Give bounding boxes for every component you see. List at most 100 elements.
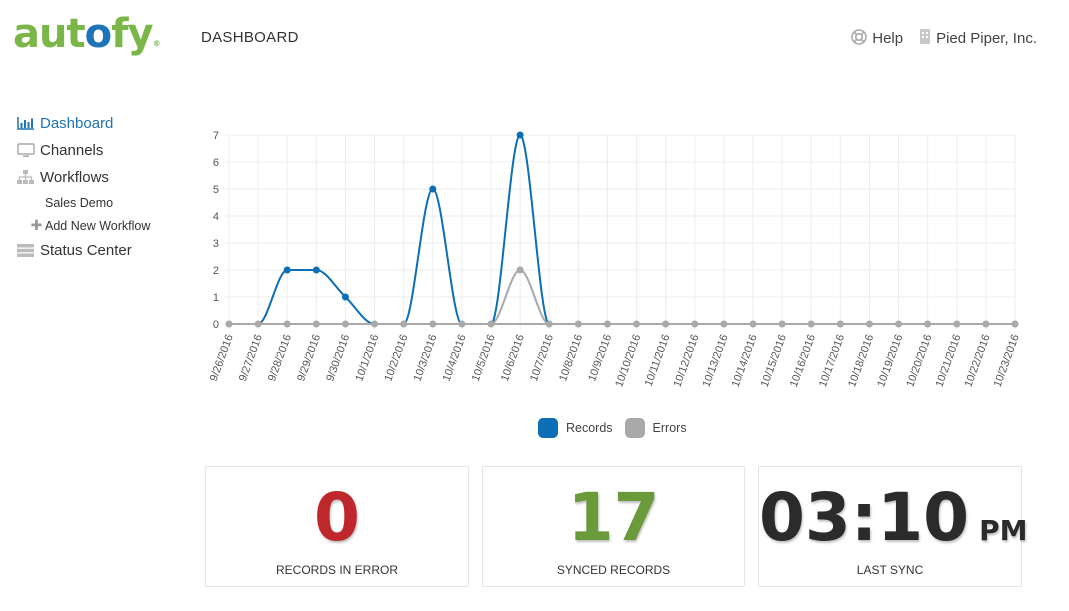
- data-point-errors: [458, 320, 466, 328]
- x-tick-label: 10/11/2016: [643, 333, 673, 388]
- sidebar-item-dashboard[interactable]: Dashboard: [16, 110, 196, 137]
- data-point-errors: [1011, 320, 1019, 328]
- x-tick-label: 10/16/2016: [788, 333, 818, 389]
- sidebar-item-label: Status Center: [40, 242, 132, 259]
- y-tick-label: 6: [213, 157, 219, 169]
- data-point-errors: [865, 320, 873, 328]
- y-tick-label: 0: [213, 319, 219, 331]
- legend-entry-errors[interactable]: Errors: [624, 418, 687, 438]
- data-point-errors: [312, 320, 320, 328]
- data-point-errors: [545, 320, 553, 328]
- data-point-errors: [953, 320, 961, 328]
- sidebar-item-label: Workflows: [40, 169, 109, 186]
- data-point-errors: [982, 320, 990, 328]
- data-point-errors: [895, 320, 903, 328]
- x-tick-label: 9/29/2016: [295, 333, 323, 383]
- data-point-errors: [807, 320, 815, 328]
- data-point-records: [516, 131, 524, 139]
- records-errors-chart: 0 1 2 3 4 5 6 7 9/26/2016 9/27/2016 9/28/2016 9/29/…: [208, 130, 1022, 389]
- x-tick-label: 9/30/2016: [324, 333, 352, 383]
- sidebar-item-label: Dashboard: [40, 115, 114, 132]
- top-nav: Help Pied Piper, Inc.: [851, 28, 1037, 49]
- legend-label-errors: Errors: [652, 421, 687, 435]
- sidebar-subitem-label: Sales Demo: [45, 195, 114, 210]
- data-point-errors: [603, 320, 611, 328]
- data-point-records: [341, 293, 349, 301]
- y-tick-label: 7: [213, 130, 219, 142]
- x-tick-label: 10/22/2016: [963, 333, 993, 389]
- autofy-logo[interactable]: autofy®: [13, 11, 161, 57]
- data-point-errors: [341, 320, 349, 328]
- x-tick-label: 9/28/2016: [266, 333, 294, 383]
- y-tick-label: 2: [213, 265, 219, 277]
- company-menu[interactable]: Pied Piper, Inc.: [919, 28, 1037, 49]
- chart-legend: Records Errors: [538, 418, 687, 438]
- x-tick-label: 10/9/2016: [586, 333, 614, 383]
- data-point-errors: [429, 320, 437, 328]
- last-sync-value: 03:10: [759, 479, 970, 556]
- plus-icon: ✚: [30, 217, 43, 233]
- sidebar: Dashboard Channels Workflows Sales Demo …: [16, 110, 196, 264]
- data-point-records: [283, 266, 291, 274]
- data-point-errors: [662, 320, 670, 328]
- x-tick-label: 10/12/2016: [671, 333, 701, 389]
- legend-swatch-errors: [624, 418, 645, 438]
- x-tick-label: 10/1/2016: [353, 333, 381, 383]
- x-tick-label: 10/21/2016: [933, 333, 963, 389]
- data-point-errors: [720, 320, 728, 328]
- x-tick-label: 10/15/2016: [759, 333, 789, 389]
- data-point-errors: [574, 320, 582, 328]
- legend-swatch-records: [538, 418, 558, 438]
- x-tick-label: 9/26/2016: [208, 333, 236, 383]
- data-point-errors: [516, 266, 524, 274]
- logo-text-start: aut: [13, 11, 86, 57]
- y-tick-label: 5: [213, 184, 219, 196]
- x-tick-label: 10/14/2016: [730, 333, 760, 389]
- sidebar-subitem-sales-demo[interactable]: Sales Demo: [16, 191, 196, 214]
- sidebar-item-label: Channels: [40, 142, 104, 159]
- data-point-records: [312, 266, 320, 274]
- server-icon: [16, 243, 35, 259]
- data-point-errors: [400, 320, 408, 328]
- x-tick-label: 9/27/2016: [237, 333, 265, 383]
- last-sync-label: LAST SYNC: [856, 563, 924, 577]
- x-tick-label: 10/19/2016: [875, 333, 905, 389]
- synced-records-label: SYNCED RECORDS: [556, 563, 671, 577]
- x-tick-label: 10/20/2016: [904, 333, 934, 389]
- legend-entry-records[interactable]: Records: [538, 418, 613, 438]
- sidebar-item-status-center[interactable]: Status Center: [16, 237, 196, 264]
- legend-label-records: Records: [566, 421, 613, 435]
- x-tick-label: 10/13/2016: [701, 333, 731, 389]
- page-title: DASHBOARD: [201, 29, 299, 46]
- x-tick-label: 10/17/2016: [817, 333, 847, 389]
- y-tick-label: 4: [213, 211, 219, 223]
- x-tick-label: 10/7/2016: [528, 333, 556, 383]
- logo-registered-mark: ®: [152, 39, 161, 48]
- bar-chart-icon: [16, 116, 35, 132]
- add-new-workflow-link[interactable]: ✚ Add New Workflow: [16, 214, 196, 237]
- help-label: Help: [872, 30, 904, 47]
- data-point-records: [429, 185, 437, 193]
- help-link[interactable]: Help: [851, 28, 904, 49]
- data-point-errors: [778, 320, 786, 328]
- data-point-errors: [371, 320, 379, 328]
- sidebar-subitem-label: Add New Workflow: [45, 218, 151, 233]
- data-point-errors: [749, 320, 757, 328]
- x-tick-label: 10/18/2016: [846, 333, 876, 389]
- data-point-errors: [254, 320, 262, 328]
- x-tick-label: 10/3/2016: [412, 333, 440, 383]
- monitor-icon: [16, 143, 35, 159]
- data-point-errors: [924, 320, 932, 328]
- x-tick-label: 10/6/2016: [499, 333, 527, 383]
- records-in-error-card: 0 RECORDS IN ERROR: [205, 466, 469, 587]
- building-icon: [919, 28, 936, 49]
- sidebar-item-channels[interactable]: Channels: [16, 137, 196, 164]
- last-sync-card: 03:10 PM LAST SYNC: [758, 466, 1027, 587]
- x-tick-label: 10/10/2016: [613, 333, 643, 389]
- sidebar-item-workflows[interactable]: Workflows: [16, 164, 196, 191]
- company-name: Pied Piper, Inc.: [936, 30, 1037, 47]
- synced-records-card: 17 SYNCED RECORDS: [482, 466, 745, 587]
- last-sync-ampm: PM: [979, 514, 1028, 547]
- x-tick-label: 10/2/2016: [382, 333, 410, 383]
- sitemap-icon: [16, 170, 35, 186]
